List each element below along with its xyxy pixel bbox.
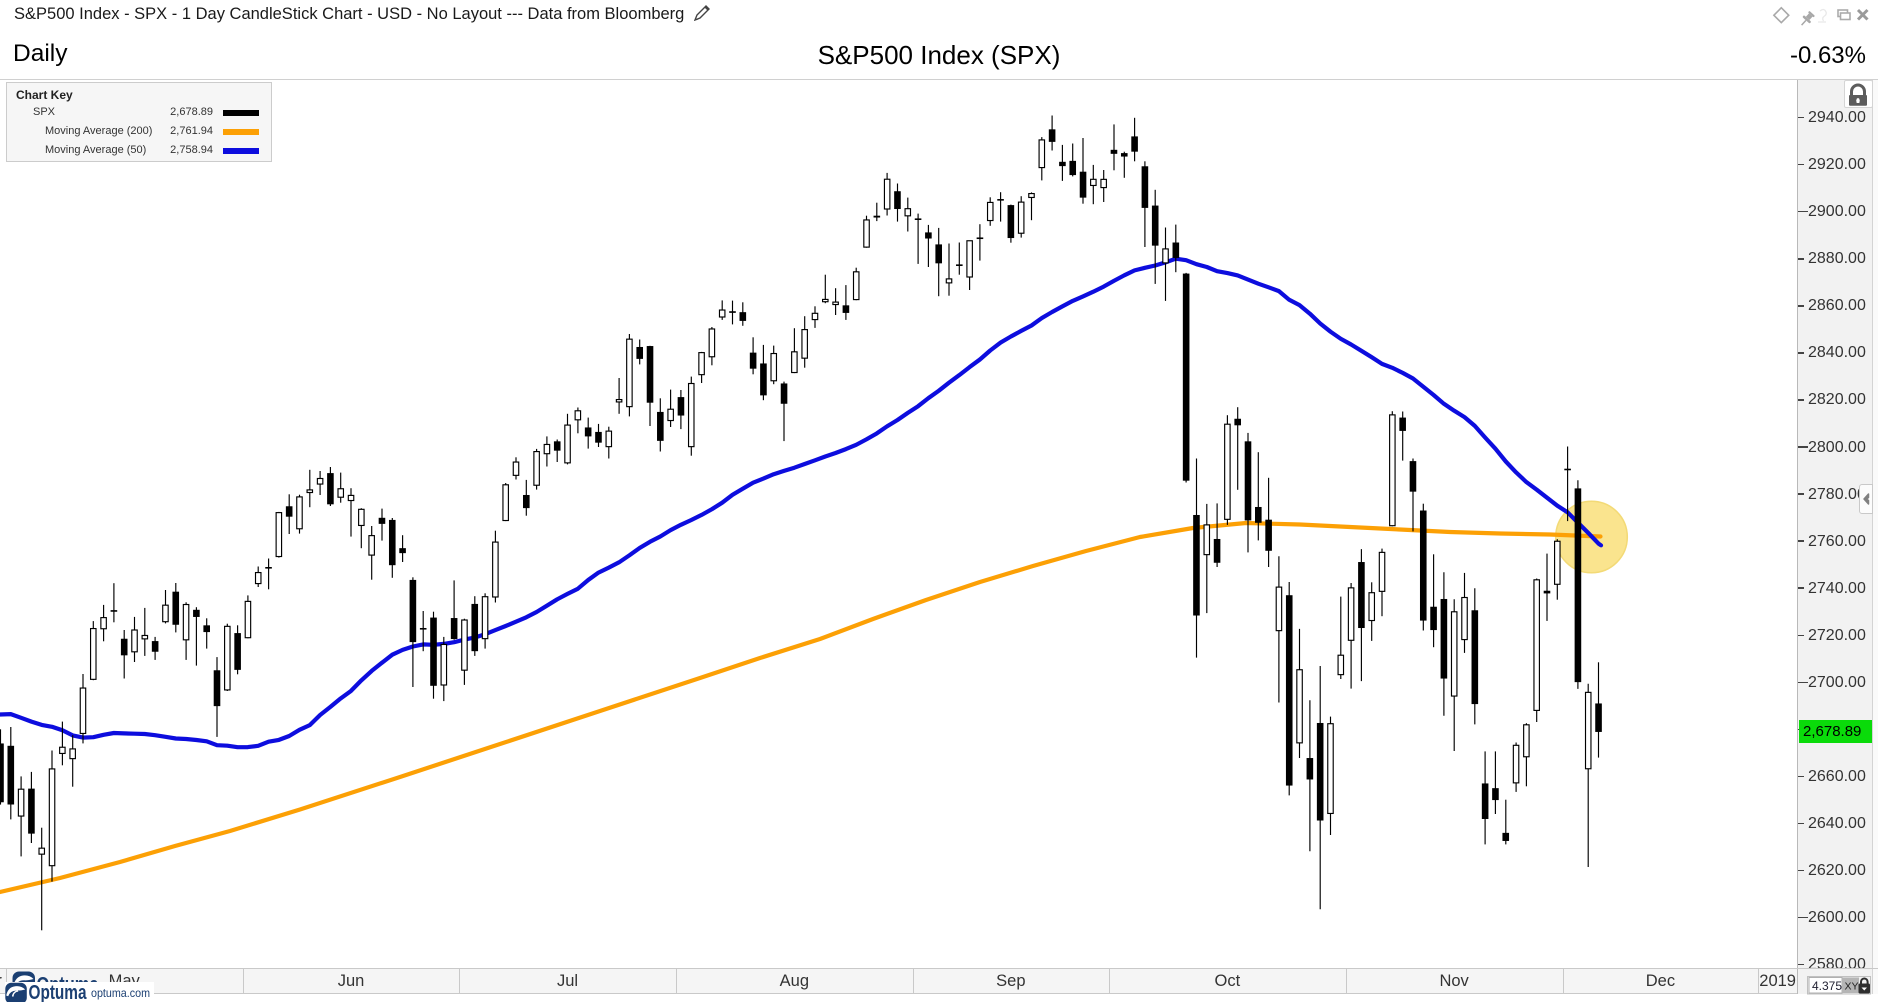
svg-text:XY: XY <box>1845 980 1859 992</box>
svg-text:Optuma: Optuma <box>28 982 87 1002</box>
svg-text:optuma.com: optuma.com <box>91 986 150 1000</box>
